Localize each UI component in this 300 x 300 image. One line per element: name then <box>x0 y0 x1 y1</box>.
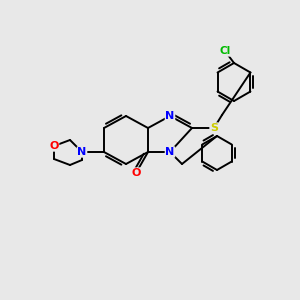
Text: O: O <box>131 168 141 178</box>
Text: Cl: Cl <box>219 46 231 56</box>
Text: O: O <box>49 141 59 151</box>
Text: N: N <box>77 147 87 157</box>
Text: N: N <box>165 147 175 157</box>
Text: N: N <box>165 111 175 121</box>
Text: S: S <box>210 123 218 133</box>
